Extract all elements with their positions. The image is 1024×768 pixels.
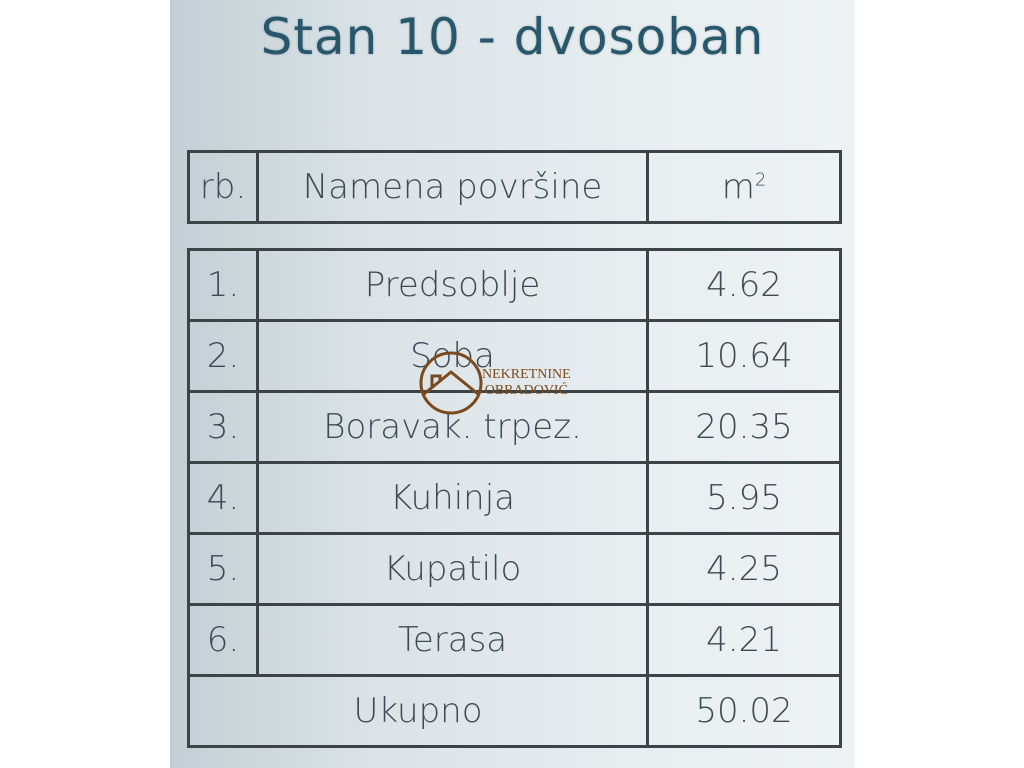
watermark-line2: OBRADOVIĆ <box>484 383 568 398</box>
house-logo-icon <box>419 351 483 415</box>
room-area: 20.35 <box>646 390 842 464</box>
room-area: 5.95 <box>646 461 842 535</box>
total-label: Ukupno <box>187 674 649 748</box>
watermark-line1: NEKRETNINE <box>482 367 571 382</box>
room-name: Terasa <box>256 603 649 677</box>
row-number: 4. <box>187 461 259 535</box>
room-name: Kuhinja <box>256 461 649 535</box>
room-table: 1. Predsoblje 4.62 2. Soba 10.64 3. Boravak. tr… <box>187 248 842 748</box>
row-number: 5. <box>187 532 259 606</box>
watermark: NEKRETNINE OBRADOVIĆ <box>418 350 571 416</box>
header-room: Namena površine <box>256 150 649 224</box>
page-title: Stan 10 - dvosoban <box>260 8 765 66</box>
table-row: 4. Kuhinja 5.95 <box>187 461 842 535</box>
header-area-unit: m <box>721 167 755 207</box>
room-area: 4.62 <box>646 248 842 322</box>
total-area: 50.02 <box>646 674 842 748</box>
table-row: 6. Terasa 4.21 <box>187 603 842 677</box>
row-number: 3. <box>187 390 259 464</box>
header-area-exponent: 2 <box>754 169 767 191</box>
row-number: 2. <box>187 319 259 393</box>
table-row: 1. Predsoblje 4.62 <box>187 248 842 322</box>
room-area: 4.21 <box>646 603 842 677</box>
room-area: 10.64 <box>646 319 842 393</box>
header-number: rb. <box>187 150 259 224</box>
room-area: 4.25 <box>646 532 842 606</box>
floor-plan-document: Stan 10 - dvosoban rb. Namena površine m… <box>170 0 855 768</box>
room-name: Predsoblje <box>256 248 649 322</box>
total-row: Ukupno 50.02 <box>187 674 842 748</box>
row-number: 6. <box>187 603 259 677</box>
header-area: m2 <box>646 150 842 224</box>
table-row: 5. Kupatilo 4.25 <box>187 532 842 606</box>
room-name: Kupatilo <box>256 532 649 606</box>
row-number: 1. <box>187 248 259 322</box>
table-row: 3. Boravak. trpez. 20.35 <box>187 390 842 464</box>
table-header: rb. Namena površine m2 <box>187 150 842 224</box>
room-name: Boravak. trpez. <box>256 390 649 464</box>
